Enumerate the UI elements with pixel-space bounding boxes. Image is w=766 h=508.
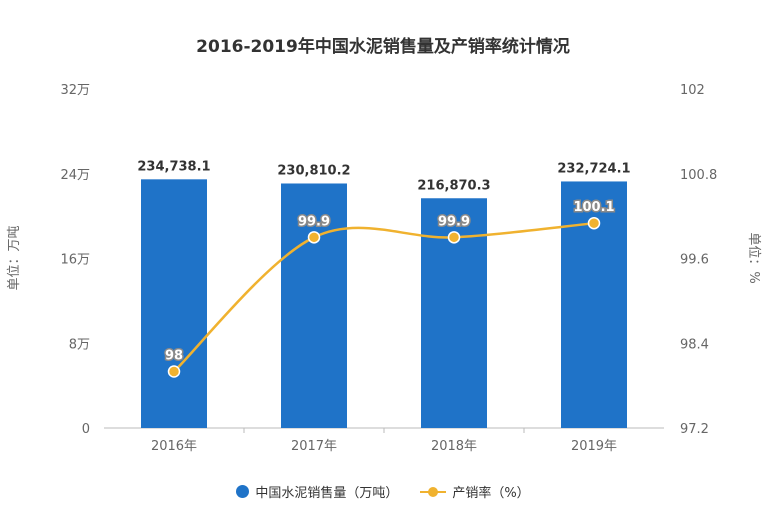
bar-value-label: 232,724.1 xyxy=(557,161,630,176)
rate-value-label: 99.9 xyxy=(298,214,330,229)
y-right-tick-label: 99.6 xyxy=(680,253,709,268)
chart-legend: 中国水泥销售量（万吨） 产销率（%） xyxy=(0,482,766,501)
rate-point xyxy=(167,365,181,378)
bar xyxy=(281,183,347,428)
bar-value-label: 230,810.2 xyxy=(277,163,350,178)
y-left-tick-label: 32万 xyxy=(60,83,90,98)
legend-label-rate: 产销率（%） xyxy=(452,486,530,501)
rate-point xyxy=(587,216,601,230)
y-left-tick-label: 0 xyxy=(82,422,90,437)
y-left-axis-label: 单位：万吨 xyxy=(7,225,22,290)
y-right-tick-label: 100.8 xyxy=(680,168,717,183)
legend-item-sales[interactable]: 中国水泥销售量（万吨） xyxy=(236,482,398,501)
y-right-tick-label: 97.2 xyxy=(680,422,709,437)
bar xyxy=(141,179,207,428)
rate-value-label: 100.1 xyxy=(573,200,614,215)
rate-value-label: 98 xyxy=(165,349,183,364)
legend-item-rate[interactable]: 产销率（%） xyxy=(420,482,530,501)
bar-value-label: 234,738.1 xyxy=(137,159,210,174)
legend-label-sales: 中国水泥销售量（万吨） xyxy=(255,486,399,501)
y-left-tick-label: 8万 xyxy=(69,337,90,352)
x-tick-label: 2016年 xyxy=(151,439,197,454)
rate-line xyxy=(173,221,595,373)
rate-value-label: 99.9 xyxy=(438,214,470,229)
x-tick-label: 2018年 xyxy=(431,439,477,454)
legend-line-marker-icon xyxy=(420,485,447,498)
legend-bar-marker-icon xyxy=(236,485,250,498)
x-tick-label: 2019年 xyxy=(571,439,617,454)
y-left-tick-label: 24万 xyxy=(60,168,90,183)
chart-title: 2016-2019年中国水泥销售量及产销率统计情况 xyxy=(196,37,570,57)
y-right-tick-label: 102 xyxy=(680,83,705,98)
x-tick-label: 2017年 xyxy=(291,439,337,454)
y-right-tick-label: 98.4 xyxy=(680,337,709,352)
y-left-tick-label: 16万 xyxy=(60,253,90,268)
y-right-axis-label: 单位：% xyxy=(746,232,761,283)
bar-value-label: 216,870.3 xyxy=(417,178,490,193)
rate-point xyxy=(447,231,461,244)
rate-point xyxy=(307,231,321,244)
